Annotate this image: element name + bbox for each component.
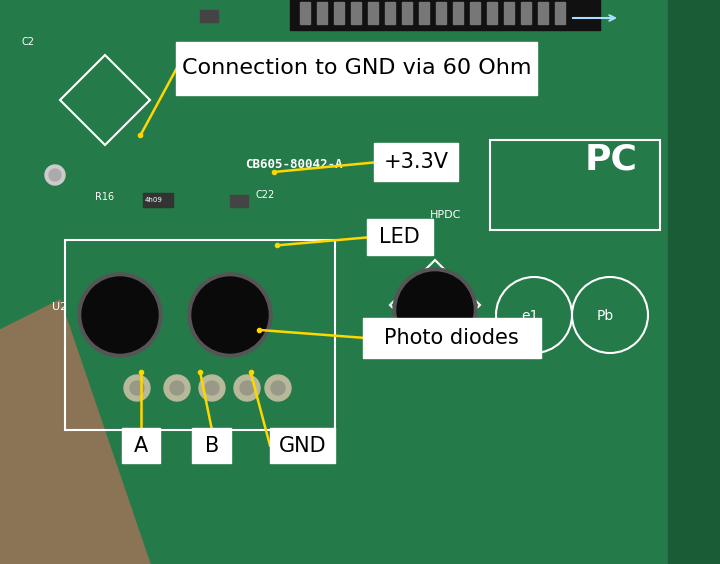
Bar <box>453 2 463 24</box>
FancyBboxPatch shape <box>176 42 537 95</box>
Circle shape <box>192 277 268 353</box>
FancyBboxPatch shape <box>366 219 433 255</box>
Bar <box>419 2 429 24</box>
Text: Pb: Pb <box>597 309 614 323</box>
Bar <box>290 0 600 30</box>
Bar <box>521 2 531 24</box>
Circle shape <box>240 381 254 395</box>
Circle shape <box>45 165 65 185</box>
Text: PC: PC <box>585 143 638 177</box>
Text: R16: R16 <box>95 192 114 202</box>
Circle shape <box>82 277 158 353</box>
Bar <box>487 2 497 24</box>
Text: HPDC: HPDC <box>430 210 462 220</box>
Circle shape <box>170 381 184 395</box>
Bar <box>490 140 660 230</box>
Text: Connection to GND via 60 Ohm: Connection to GND via 60 Ohm <box>181 58 531 78</box>
Text: LED: LED <box>379 227 420 248</box>
Bar <box>200 10 218 22</box>
Bar <box>65 240 335 430</box>
Text: A: A <box>134 435 148 456</box>
Text: +3.3V: +3.3V <box>383 152 449 172</box>
Circle shape <box>271 381 285 395</box>
Circle shape <box>199 375 225 401</box>
Bar <box>538 2 548 24</box>
Bar <box>368 2 378 24</box>
Bar <box>470 2 480 24</box>
Circle shape <box>205 381 219 395</box>
FancyBboxPatch shape <box>192 428 231 463</box>
Text: C2: C2 <box>22 37 35 47</box>
Bar <box>317 2 327 24</box>
Circle shape <box>78 273 162 357</box>
Bar <box>143 193 173 207</box>
Bar <box>668 0 720 564</box>
FancyBboxPatch shape <box>122 428 161 463</box>
Text: Photo diodes: Photo diodes <box>384 328 519 348</box>
Circle shape <box>397 272 473 348</box>
Text: U2: U2 <box>52 302 67 312</box>
Bar <box>334 2 344 24</box>
Bar <box>300 2 310 24</box>
Circle shape <box>234 375 260 401</box>
Circle shape <box>393 268 477 352</box>
Circle shape <box>188 273 272 357</box>
Bar <box>351 2 361 24</box>
Bar <box>385 2 395 24</box>
Text: CB605-80042-A: CB605-80042-A <box>245 158 343 171</box>
Circle shape <box>130 381 144 395</box>
Text: GND: GND <box>279 435 326 456</box>
Bar <box>436 2 446 24</box>
FancyBboxPatch shape <box>363 318 541 358</box>
FancyBboxPatch shape <box>269 428 336 463</box>
Circle shape <box>49 169 61 181</box>
Bar <box>230 195 248 207</box>
Bar <box>555 2 565 24</box>
Text: C22: C22 <box>255 190 274 200</box>
FancyBboxPatch shape <box>374 143 458 181</box>
Circle shape <box>164 375 190 401</box>
Circle shape <box>124 375 150 401</box>
Bar <box>402 2 412 24</box>
Bar <box>504 2 514 24</box>
Circle shape <box>265 375 291 401</box>
Text: B: B <box>204 435 219 456</box>
Polygon shape <box>0 300 150 564</box>
Text: 4h09: 4h09 <box>145 197 163 203</box>
Text: e1: e1 <box>521 309 539 323</box>
